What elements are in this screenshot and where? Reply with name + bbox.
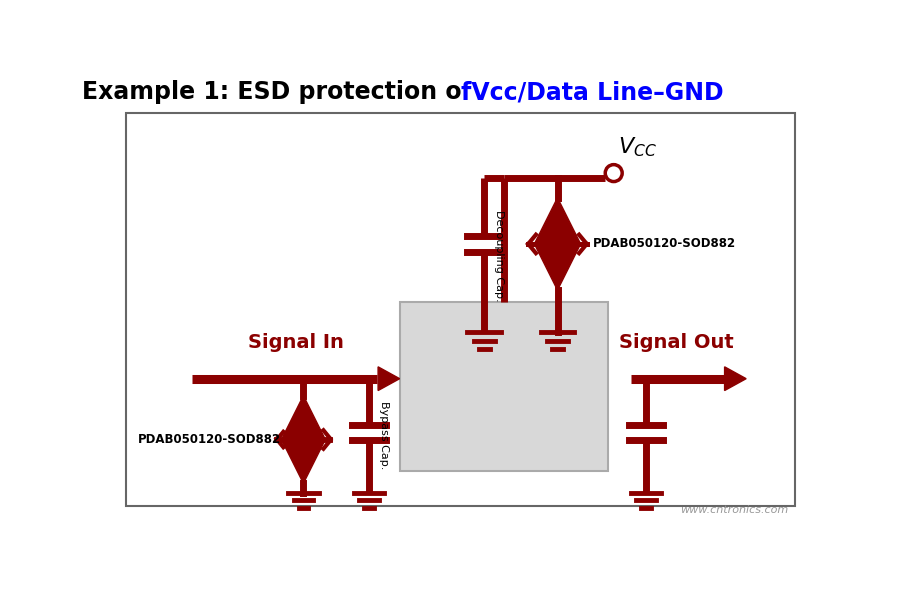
Polygon shape bbox=[535, 244, 581, 290]
Polygon shape bbox=[535, 198, 581, 244]
Text: PDAB050120-SOD882: PDAB050120-SOD882 bbox=[593, 237, 736, 250]
Text: PDAB050120-SOD882: PDAB050120-SOD882 bbox=[138, 433, 281, 446]
Text: $V_{CC}$: $V_{CC}$ bbox=[617, 135, 656, 159]
Polygon shape bbox=[378, 367, 400, 391]
Text: www.cntronics.com: www.cntronics.com bbox=[680, 505, 788, 515]
Bar bbox=[126, 113, 795, 506]
Polygon shape bbox=[282, 441, 325, 484]
Text: Signal In: Signal In bbox=[248, 333, 344, 352]
Text: Decoupling Cap.: Decoupling Cap. bbox=[493, 210, 504, 302]
Text: Example 1: ESD protection o: Example 1: ESD protection o bbox=[82, 80, 461, 104]
Polygon shape bbox=[282, 396, 325, 439]
Bar bbox=[400, 302, 608, 471]
Text: Signal Out: Signal Out bbox=[619, 333, 734, 352]
Polygon shape bbox=[724, 367, 746, 391]
Text: fVcc/Data Line–GND: fVcc/Data Line–GND bbox=[461, 80, 724, 104]
Text: Bypass Cap.: Bypass Cap. bbox=[379, 402, 389, 470]
